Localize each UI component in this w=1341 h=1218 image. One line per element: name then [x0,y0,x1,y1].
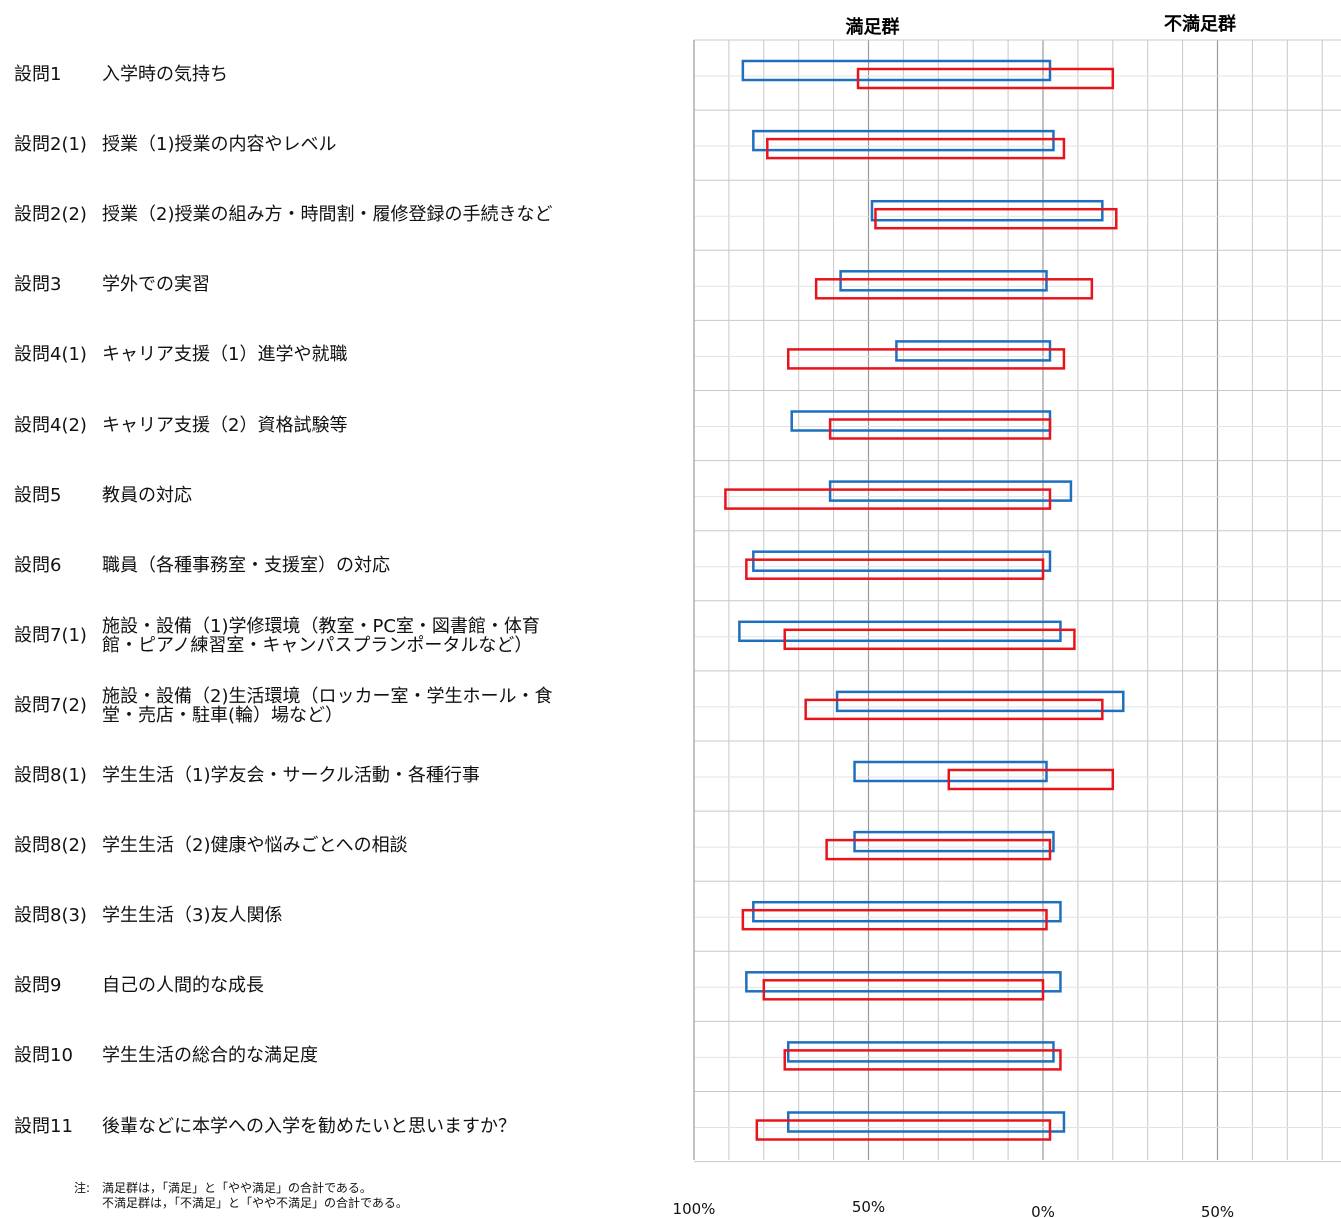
question-row: 設問8(2) 学生生活（2)健康や悩みごとへの相談 [14,836,408,856]
question-text: キャリア支援（1）進学や就職 [102,344,348,366]
question-id: 設問5 [14,484,62,506]
header-satisfied: 満足群 [846,16,900,38]
chart-bars [724,59,1125,1141]
question-id: 設問4(1) [14,344,87,366]
question-text: 自己の人間的な成長 [102,975,264,997]
x-tick-label: 0% [1031,1203,1055,1218]
question-row: 設問7(1) 施設・設備（1)学修環境（教室・PC室・図書館・体育 館・ピアノ練習… [14,617,540,655]
bar-blue [786,1041,1055,1063]
bar-red [786,348,1066,370]
bar-red [947,768,1115,791]
question-id: 設問7(2) [14,694,87,716]
question-text: 教員の対応 [102,484,192,506]
bar-red [874,207,1118,230]
question-row: 設問11 後輩などに本学への入学を勧めたいと思いますか？ [14,1115,516,1137]
question-id: 設問10 [14,1045,73,1067]
bar-blue [828,480,1073,502]
bar-red [762,979,1045,1001]
question-text: 学外での実習 [102,274,210,296]
bar-red [825,838,1052,861]
question-id: 設問2(1) [14,134,87,156]
question-id: 設問9 [14,975,62,997]
question-id: 設問7(1) [14,624,87,646]
bar-red [755,1119,1052,1141]
bar-blue [752,129,1055,152]
question-id: 設問2(2) [14,204,87,226]
question-text: 学生生活（3)友人関係 [102,905,283,927]
bar-red [783,628,1076,651]
question-row: 設問9 自己の人間的な成長 [14,976,264,996]
question-row: 設問6 職員（各種事務室・支援室）の対応 [14,554,390,576]
question-text: 施設・設備（2)生活環境（ロッカー室・学生ホール・食 堂・売店・駐車(輪）場など… [102,685,553,726]
question-text: 後輩などに本学への入学を勧めたいと思いますか？ [102,1115,516,1137]
bar-blue [752,550,1052,572]
bar-blue [853,760,1048,783]
bar-blue [752,900,1062,923]
question-id: 設問1 [14,64,62,85]
x-tick-label: 100% [673,1200,716,1218]
question-row: 設問8(1) 学生生活（1)学友会・サークル活動・各種行事 [14,766,480,786]
question-text: 入学時の気持ち [102,64,228,85]
question-row: 設問4(2) キャリア支援（2）資格試験等 [14,414,348,436]
bar-red [804,698,1104,721]
bar-red [828,418,1052,440]
x-tick-label: 50% [1201,1203,1234,1218]
bar-red [856,67,1115,90]
bar-blue [870,199,1104,222]
question-id: 設問8(3) [14,905,87,927]
question-id: 設問8(2) [14,835,87,857]
question-row: 設問2(1) 授業（1)授業の内容やレベル [14,135,336,155]
question-text: キャリア支援（2）資格試験等 [102,414,348,436]
question-text: 学生生活（2)健康や悩みごとへの相談 [102,835,408,857]
question-text: 学生生活（1)学友会・サークル活動・各種行事 [102,765,480,786]
question-id: 設問3 [14,274,62,296]
footnote: 注: 満足群は，「満足」と「やや満足」の合計である。 不満足群は，「不満足」と「… [74,1181,408,1211]
footnote-label: 注: [74,1181,91,1195]
bar-blue [895,340,1052,362]
bar-blue [738,620,1062,643]
question-text: 学生生活の総合的な満足度 [102,1045,318,1067]
question-id: 設問4(2) [14,414,87,436]
bar-red [745,558,1045,580]
x-tick-label: 50% [852,1198,885,1216]
question-row: 設問7(2) 施設・設備（2)生活環境（ロッカー室・学生ホール・食 堂・売店・駐車… [14,687,552,725]
question-row: 設問4(1) キャリア支援（1）進学や就職 [14,345,347,365]
question-row: 設問2(2) 授業（2)授業の組み方・時間割・履修登録の手続きなど [14,205,552,225]
bar-blue [745,971,1062,993]
question-text: 職員（各種事務室・支援室）の対応 [102,554,390,576]
question-row: 設問5 教員の対応 [14,484,192,506]
question-id: 設問6 [14,554,62,576]
bar-red [814,278,1094,300]
question-id: 設問8(1) [14,765,87,786]
bar-red [741,908,1048,931]
bar-blue [839,270,1048,292]
question-row: 設問3 学外での実習 [14,275,210,295]
bar-blue [786,1111,1066,1133]
chart-grid [693,39,1341,1163]
header-dissatisfied: 不満足群 [1164,13,1236,35]
question-text: 施設・設備（1)学修環境（教室・PC室・図書館・体育 館・ピアノ練習室・キャンパ… [102,615,540,656]
bar-red [724,488,1052,510]
question-labels: 設問1 入学時の気持ち設問2(1) 授業（1)授業の内容やレベル設問2(2) 授業（2… [14,65,552,1137]
footnote-text: 満足群は，「満足」と「やや満足」の合計である。 不満足群は，「不満足」と「やや不… [102,1181,408,1210]
question-text: 授業（1)授業の内容やレベル [102,134,337,156]
question-row: 設問1 入学時の気持ち [14,65,228,85]
bar-blue [741,59,1052,82]
bar-blue [853,830,1055,853]
question-row: 設問10 学生生活の総合的な満足度 [14,1046,318,1066]
bar-red [783,1049,1062,1071]
question-id: 設問11 [14,1115,73,1137]
bar-red [766,137,1066,160]
question-text: 授業（2)授業の組み方・時間割・履修登録の手続きなど [102,204,553,226]
question-row: 設問8(3) 学生生活（3)友人関係 [14,906,282,926]
bar-blue [835,690,1125,713]
